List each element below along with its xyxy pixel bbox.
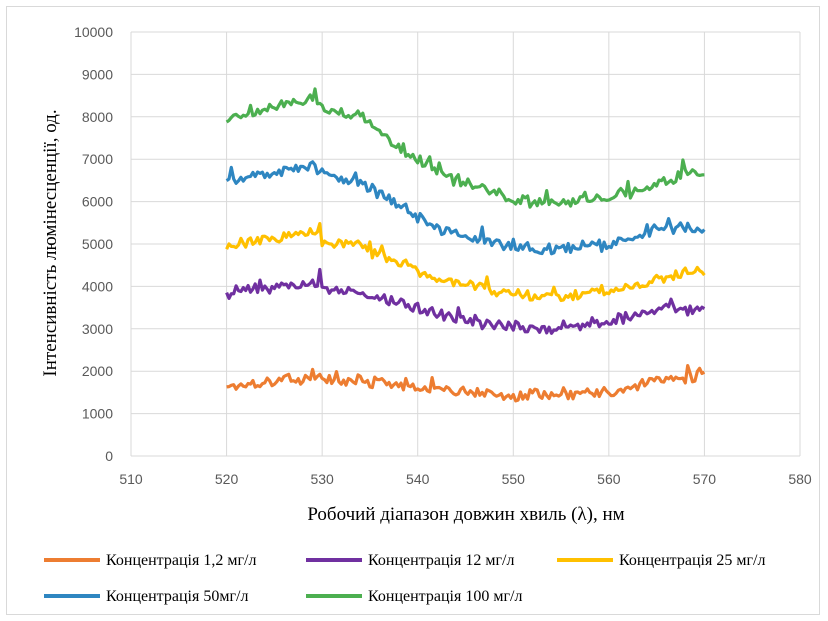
x-tick-label: 570 — [693, 471, 717, 487]
x-tick-label: 550 — [502, 471, 526, 487]
y-tick-label: 8000 — [82, 109, 113, 125]
legend-label-1: Концентрація 12 мг/л — [368, 552, 514, 569]
y-tick-label: 9000 — [82, 66, 113, 82]
legend-label-2: Концентрація 25 мг/л — [619, 552, 765, 569]
series-lines — [225, 87, 706, 403]
legend-label-4: Концентрація 100 мг/л — [368, 588, 522, 605]
y-tick-label: 4000 — [82, 278, 113, 294]
y-axis-ticks: 0 1000 2000 3000 4000 5000 6000 7000 8000 9000 100… — [74, 24, 113, 464]
y-tick-label: 0 — [105, 448, 113, 464]
series-line-3 — [225, 160, 706, 256]
x-tick-label: 510 — [119, 471, 143, 487]
x-tick-label: 580 — [788, 471, 812, 487]
series-line-1 — [225, 267, 706, 335]
y-tick-label: 7000 — [82, 151, 113, 167]
y-tick-label: 5000 — [82, 236, 113, 252]
x-axis-ticks: 510 520 530 540 550 560 570 580 — [119, 471, 812, 487]
series-line-0 — [226, 364, 706, 403]
legend: Концентрація 1,2 мг/л Концентрація 12 мг/… — [44, 552, 765, 605]
legend-label-0: Концентрація 1,2 мг/л — [106, 552, 256, 569]
y-tick-label: 1000 — [82, 406, 113, 422]
x-tick-label: 520 — [215, 471, 239, 487]
y-tick-label: 6000 — [82, 194, 113, 210]
x-axis-title: Робочий діапазон довжин хвиль (λ), нм — [307, 504, 624, 525]
y-tick-label: 3000 — [82, 321, 113, 337]
y-tick-label: 10000 — [74, 24, 113, 40]
series-line-2 — [225, 222, 706, 303]
y-axis-title: Інтенсивність люмінесценції, од. — [40, 109, 61, 376]
legend-label-3: Концентрація 50мг/л — [106, 588, 248, 605]
x-tick-label: 540 — [406, 471, 430, 487]
y-tick-label: 2000 — [82, 363, 113, 379]
x-tick-label: 560 — [597, 471, 621, 487]
x-tick-label: 530 — [310, 471, 334, 487]
series-line-4 — [225, 87, 705, 209]
